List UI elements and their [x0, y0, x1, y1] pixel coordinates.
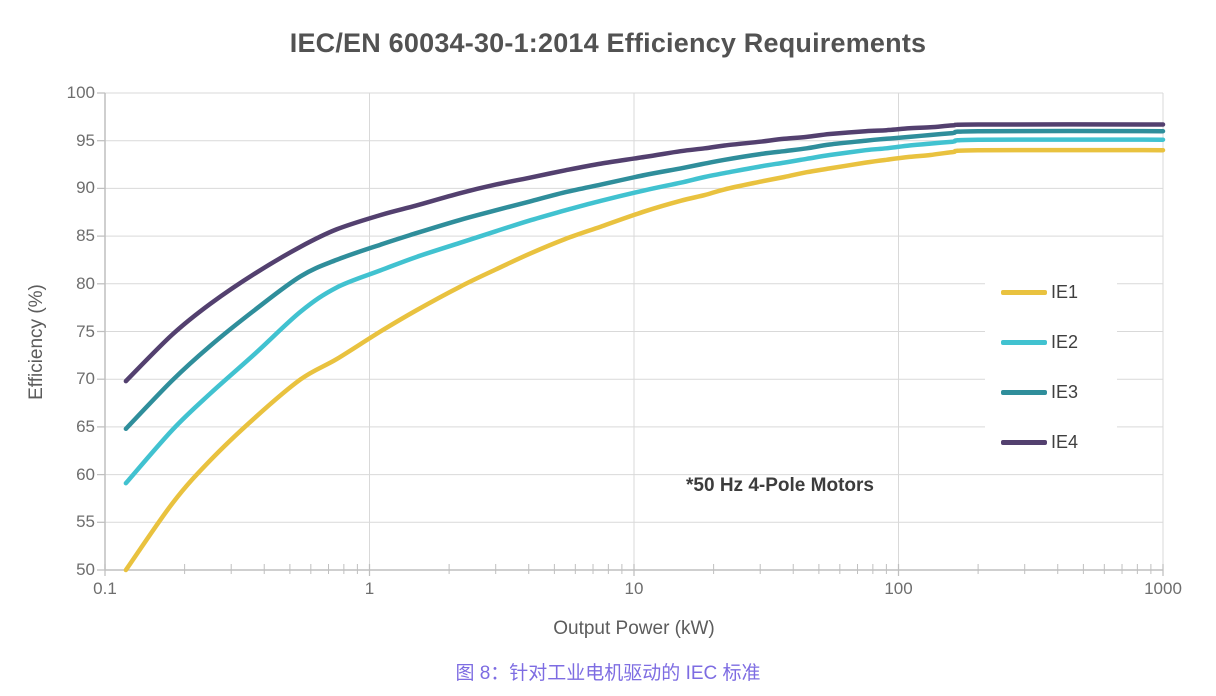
x-axis-title: Output Power (kW): [553, 618, 715, 639]
y-tick-label: 50: [76, 560, 95, 579]
y-tick-label: 60: [76, 464, 95, 484]
legend-item-ie2: IE2: [985, 317, 1117, 367]
y-tick-label: 65: [76, 416, 95, 436]
y-tick-label: 75: [76, 321, 95, 341]
x-tick-label: 1000: [1144, 579, 1182, 598]
legend-label-ie3: IE3: [1051, 381, 1079, 402]
y-tick-label: 90: [76, 178, 95, 198]
x-tick-label: 1: [364, 579, 375, 598]
figure-caption: 图 8：针对工业电机驱动的 IEC 标准: [455, 663, 761, 684]
y-tick-label: 70: [76, 369, 95, 389]
chart-legend: IE1 IE2 IE3 IE4: [985, 267, 1117, 467]
legend-item-ie3: IE3: [985, 367, 1117, 417]
x-tick-label: 100: [884, 579, 913, 598]
series-line-ie2: [123, 137, 1166, 486]
y-axis-title: Efficiency (%): [26, 284, 47, 400]
series-line-ie1: [123, 147, 1166, 573]
y-tick-label: 100: [66, 83, 95, 102]
series-line-ie4: [123, 122, 1166, 384]
chart-title: IEC/EN 60034-30-1:2014 Efficiency Requir…: [289, 28, 927, 58]
legend-swatch-ie4-icon: [1001, 439, 1047, 445]
legend-label-ie4: IE4: [1051, 431, 1079, 452]
legend-swatch-ie2-icon: [1001, 339, 1047, 345]
series-line-ie3: [123, 128, 1166, 432]
legend-item-ie1: IE1: [985, 267, 1117, 317]
legend-swatch-ie3-icon: [1001, 389, 1047, 395]
chart-annotation: *50 Hz 4-Pole Motors: [686, 475, 874, 496]
legend-label-ie2: IE2: [1051, 331, 1079, 352]
legend-swatch-ie1-icon: [1001, 289, 1047, 295]
x-tick-label: 10: [624, 579, 644, 598]
legend-item-ie4: IE4: [985, 417, 1117, 467]
legend-label-ie1: IE1: [1051, 281, 1079, 302]
y-tick-label: 80: [76, 273, 95, 293]
x-tick-label: 0.1: [93, 579, 117, 598]
y-tick-label: 95: [76, 130, 95, 150]
y-tick-label: 85: [76, 226, 95, 246]
y-tick-label: 55: [76, 512, 95, 532]
